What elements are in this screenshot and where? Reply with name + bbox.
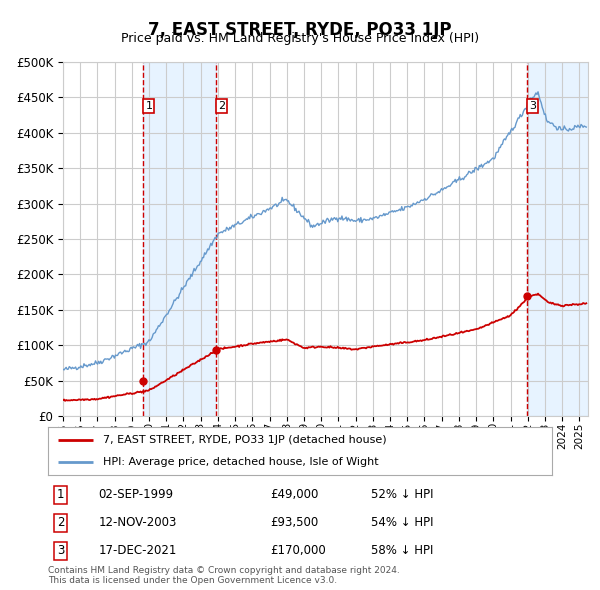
Text: 2: 2 — [218, 101, 225, 111]
Text: 3: 3 — [57, 544, 64, 557]
Text: Contains HM Land Registry data © Crown copyright and database right 2024.
This d: Contains HM Land Registry data © Crown c… — [48, 566, 400, 585]
Text: 3: 3 — [529, 101, 536, 111]
Text: 02-SEP-1999: 02-SEP-1999 — [98, 489, 173, 502]
Text: £93,500: £93,500 — [270, 516, 318, 529]
Text: 17-DEC-2021: 17-DEC-2021 — [98, 544, 177, 557]
Text: 12-NOV-2003: 12-NOV-2003 — [98, 516, 177, 529]
Text: 7, EAST STREET, RYDE, PO33 1JP: 7, EAST STREET, RYDE, PO33 1JP — [148, 21, 452, 39]
Text: 2: 2 — [57, 516, 64, 529]
Text: 7, EAST STREET, RYDE, PO33 1JP (detached house): 7, EAST STREET, RYDE, PO33 1JP (detached… — [103, 435, 387, 445]
Text: 58% ↓ HPI: 58% ↓ HPI — [371, 544, 433, 557]
Text: £170,000: £170,000 — [270, 544, 326, 557]
Text: Price paid vs. HM Land Registry's House Price Index (HPI): Price paid vs. HM Land Registry's House … — [121, 32, 479, 45]
Text: HPI: Average price, detached house, Isle of Wight: HPI: Average price, detached house, Isle… — [103, 457, 379, 467]
Text: £49,000: £49,000 — [270, 489, 318, 502]
Bar — [527, 62, 588, 416]
Text: 52% ↓ HPI: 52% ↓ HPI — [371, 489, 433, 502]
Text: 1: 1 — [57, 489, 64, 502]
Text: 54% ↓ HPI: 54% ↓ HPI — [371, 516, 433, 529]
Bar — [143, 62, 215, 416]
Text: 1: 1 — [145, 101, 152, 111]
